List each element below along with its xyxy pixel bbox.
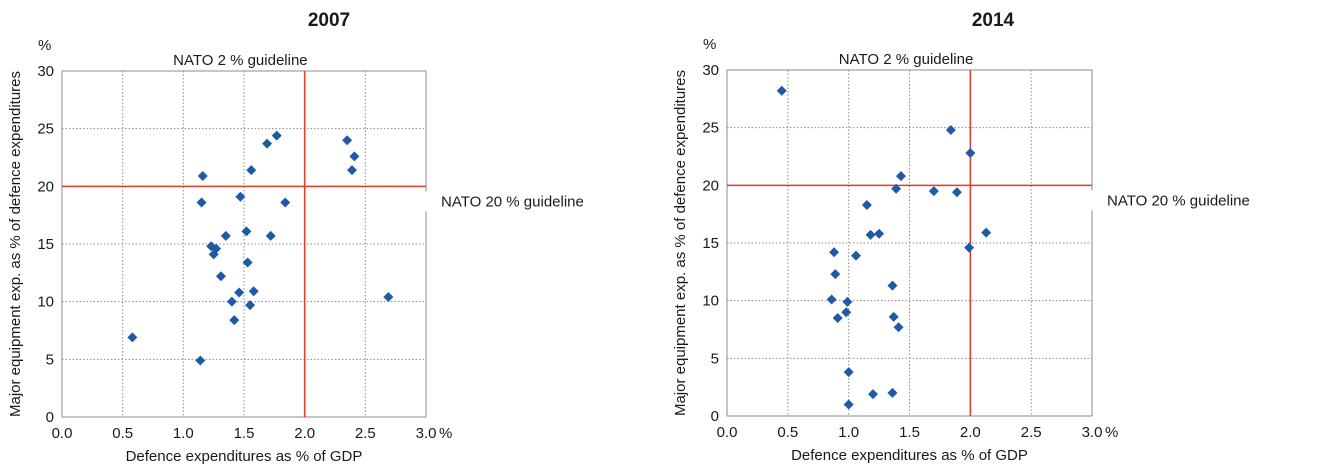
- data-point: [195, 355, 206, 366]
- data-point: [826, 294, 837, 305]
- data-point: [893, 322, 904, 333]
- x-tick-label: 2.0: [960, 424, 981, 441]
- y-tick-label: 30: [702, 62, 719, 79]
- data-point: [262, 138, 273, 149]
- y-guideline-label: NATO 20 % guideline: [1107, 192, 1250, 209]
- y-tick-label: 25: [702, 120, 719, 137]
- data-point: [868, 389, 878, 400]
- data-point: [215, 271, 226, 282]
- data-point: [887, 280, 898, 291]
- x-guideline-label: NATO 2 % guideline: [173, 52, 308, 69]
- x-tick-label: 2.5: [1021, 424, 1042, 441]
- y-tick-label: 25: [37, 121, 54, 138]
- data-point: [843, 399, 854, 410]
- plot-area: [61, 70, 427, 418]
- y-tick-label: 15: [37, 236, 54, 253]
- y-axis-label: Major equipment exp. as % of defence exp…: [672, 70, 689, 416]
- y-unit-label: %: [38, 37, 51, 54]
- x-tick-label: 1.5: [899, 424, 920, 441]
- data-point: [280, 197, 291, 208]
- x-tick-label: 0.0: [717, 424, 738, 441]
- y-tick-label: 10: [702, 293, 719, 310]
- data-point: [829, 247, 840, 258]
- data-point: [127, 332, 138, 343]
- data-point: [891, 183, 902, 194]
- data-point: [964, 242, 975, 253]
- data-point: [887, 387, 898, 398]
- chart-title: 2007: [308, 10, 350, 31]
- data-point: [197, 170, 208, 181]
- data-point: [865, 229, 876, 240]
- x-tick-label: 0.5: [777, 424, 798, 441]
- x-unit-label: %: [439, 425, 452, 442]
- data-point: [235, 191, 246, 202]
- x-tick-label: 3.0: [1082, 424, 1103, 441]
- data-point: [246, 165, 257, 176]
- data-point: [196, 197, 207, 208]
- data-point: [776, 85, 787, 96]
- data-point: [342, 135, 353, 146]
- data-point: [841, 307, 852, 318]
- y-tick-label: 5: [711, 350, 719, 367]
- y-unit-label: %: [703, 36, 716, 53]
- y-tick-label: 0: [711, 408, 719, 425]
- data-point: [830, 269, 841, 280]
- chart-panel-2014: 2014 0.0 0.5 1.0 1.5 2.0 2.5 3.0 0 5 10 15 20 25 30%% D…: [672, 10, 1270, 464]
- data-point: [211, 243, 222, 254]
- data-point: [850, 250, 861, 261]
- data-point: [226, 296, 237, 307]
- x-guideline-label: NATO 2 % guideline: [839, 51, 974, 68]
- data-point: [242, 257, 253, 268]
- x-tick-label: 1.5: [234, 425, 255, 442]
- y-guideline-label-bg: [422, 191, 604, 212]
- data-point: [951, 187, 962, 198]
- x-axis-label: Defence expenditures as % of GDP: [126, 448, 363, 465]
- chart-panel-2007: 2007 0.0 0.5 1.0 1.5 2.0 2.5 3.0 0 5 10 15 20 25 30%% D…: [7, 10, 604, 465]
- data-point: [234, 287, 245, 298]
- data-point: [981, 227, 992, 238]
- y-guideline-label-bg: [1088, 190, 1270, 211]
- data-point: [241, 226, 252, 237]
- data-point: [248, 286, 259, 297]
- data-point: [874, 228, 885, 239]
- data-point: [861, 199, 872, 210]
- x-tick-label: 0.0: [52, 425, 73, 442]
- data-point: [832, 312, 843, 323]
- x-tick-label: 1.0: [173, 425, 194, 442]
- x-tick-label: 1.0: [838, 424, 859, 441]
- x-axis-label: Defence expenditures as % of GDP: [791, 447, 1028, 464]
- data-point: [383, 292, 394, 303]
- y-tick-label: 20: [702, 177, 719, 194]
- y-axis-label: Major equipment exp. as % of defence exp…: [7, 71, 24, 417]
- x-tick-label: 2.0: [294, 425, 315, 442]
- y-tick-label: 30: [37, 63, 54, 80]
- x-tick-label: 0.5: [112, 425, 133, 442]
- y-tick-label: 10: [37, 294, 54, 311]
- data-point: [349, 151, 360, 162]
- y-tick-label: 20: [37, 178, 54, 195]
- data-point: [245, 300, 256, 311]
- data-point: [965, 148, 976, 159]
- data-point: [895, 171, 906, 182]
- y-tick-label: 0: [46, 409, 54, 426]
- data-point: [265, 230, 276, 241]
- data-point: [843, 367, 854, 378]
- data-point: [945, 124, 956, 135]
- data-point: [842, 296, 853, 307]
- data-point: [888, 311, 899, 322]
- data-point: [346, 165, 357, 176]
- x-tick-label: 2.5: [355, 425, 376, 442]
- y-tick-label: 15: [702, 235, 719, 252]
- y-tick-label: 5: [46, 351, 54, 368]
- x-unit-label: %: [1105, 424, 1118, 441]
- chart-title: 2014: [972, 10, 1015, 31]
- x-tick-label: 3.0: [416, 425, 437, 442]
- y-guideline-label: NATO 20 % guideline: [441, 193, 584, 210]
- data-point: [928, 186, 939, 197]
- data-point: [271, 130, 282, 141]
- plot-area: [726, 69, 1093, 417]
- data-point: [229, 315, 240, 326]
- data-point: [220, 230, 231, 241]
